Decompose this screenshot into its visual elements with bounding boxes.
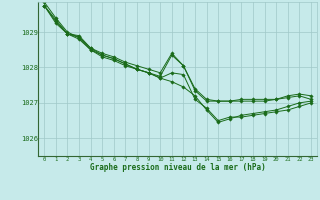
X-axis label: Graphe pression niveau de la mer (hPa): Graphe pression niveau de la mer (hPa) [90,163,266,172]
